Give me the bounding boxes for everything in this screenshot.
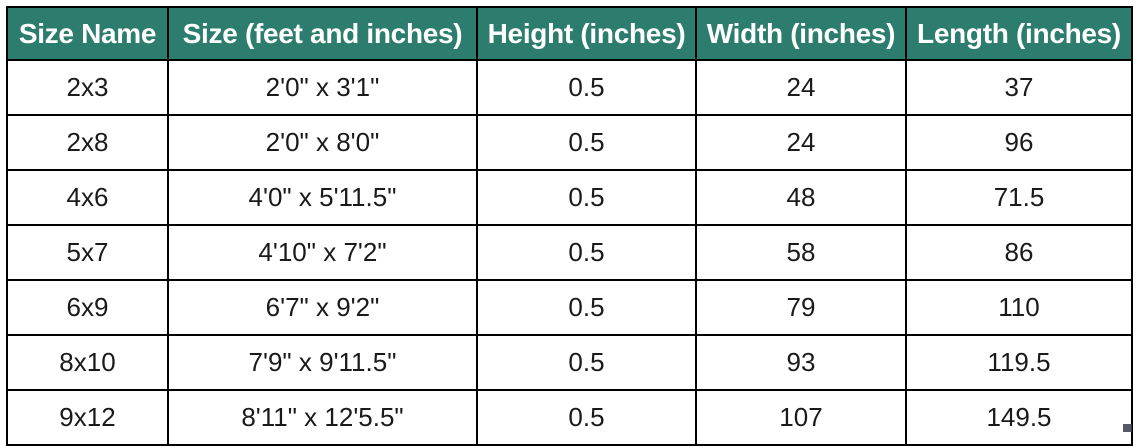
cell-size-name: 2x3 xyxy=(6,59,169,116)
cell-size-feet-inches: 4'0" x 5'11.5" xyxy=(167,169,478,226)
table-row: 9x12 8'11" x 12'5.5" 0.5 107 149.5 xyxy=(6,389,1133,446)
cell-width: 48 xyxy=(695,169,907,226)
cell-length: 37 xyxy=(905,59,1133,116)
cell-width: 24 xyxy=(695,59,907,116)
cell-length: 110 xyxy=(905,279,1133,336)
column-header-width: Width (inches) xyxy=(695,6,907,61)
cell-width: 24 xyxy=(695,114,907,171)
cell-size-feet-inches: 7'9" x 9'11.5" xyxy=(167,334,478,391)
size-table-container: Size Name Size (feet and inches) Height … xyxy=(6,6,1133,446)
cell-width: 58 xyxy=(695,224,907,281)
cell-length: 86 xyxy=(905,224,1133,281)
cell-width: 107 xyxy=(695,389,907,446)
cell-size-name: 5x7 xyxy=(6,224,169,281)
column-header-size-name: Size Name xyxy=(6,6,169,61)
corner-artifact xyxy=(1123,424,1132,432)
cell-size-name: 6x9 xyxy=(6,279,169,336)
cell-length: 149.5 xyxy=(905,389,1133,446)
cell-size-feet-inches: 2'0" x 3'1" xyxy=(167,59,478,116)
cell-size-feet-inches: 2'0" x 8'0" xyxy=(167,114,478,171)
cell-height: 0.5 xyxy=(476,334,697,391)
cell-length: 119.5 xyxy=(905,334,1133,391)
cell-length: 96 xyxy=(905,114,1133,171)
table-row: 4x6 4'0" x 5'11.5" 0.5 48 71.5 xyxy=(6,169,1133,226)
cell-size-name: 9x12 xyxy=(6,389,169,446)
cell-height: 0.5 xyxy=(476,279,697,336)
table-header-row: Size Name Size (feet and inches) Height … xyxy=(6,6,1133,61)
cell-length: 71.5 xyxy=(905,169,1133,226)
cell-size-feet-inches: 6'7" x 9'2" xyxy=(167,279,478,336)
cell-size-name: 8x10 xyxy=(6,334,169,391)
table-row: 2x3 2'0" x 3'1" 0.5 24 37 xyxy=(6,59,1133,116)
cell-height: 0.5 xyxy=(476,389,697,446)
cell-size-feet-inches: 4'10" x 7'2" xyxy=(167,224,478,281)
cell-width: 79 xyxy=(695,279,907,336)
cell-height: 0.5 xyxy=(476,224,697,281)
cell-size-feet-inches: 8'11" x 12'5.5" xyxy=(167,389,478,446)
table-header: Size Name Size (feet and inches) Height … xyxy=(6,6,1133,61)
cell-size-name: 2x8 xyxy=(6,114,169,171)
size-table: Size Name Size (feet and inches) Height … xyxy=(6,6,1133,446)
cell-width: 93 xyxy=(695,334,907,391)
table-row: 8x10 7'9" x 9'11.5" 0.5 93 119.5 xyxy=(6,334,1133,391)
table-body: 2x3 2'0" x 3'1" 0.5 24 37 2x8 2'0" x 8'0… xyxy=(6,59,1133,446)
cell-size-name: 4x6 xyxy=(6,169,169,226)
cell-height: 0.5 xyxy=(476,169,697,226)
column-header-height: Height (inches) xyxy=(476,6,697,61)
column-header-length: Length (inches) xyxy=(905,6,1133,61)
table-row: 6x9 6'7" x 9'2" 0.5 79 110 xyxy=(6,279,1133,336)
cell-height: 0.5 xyxy=(476,59,697,116)
table-row: 2x8 2'0" x 8'0" 0.5 24 96 xyxy=(6,114,1133,171)
column-header-size-feet-inches: Size (feet and inches) xyxy=(167,6,478,61)
table-row: 5x7 4'10" x 7'2" 0.5 58 86 xyxy=(6,224,1133,281)
cell-height: 0.5 xyxy=(476,114,697,171)
